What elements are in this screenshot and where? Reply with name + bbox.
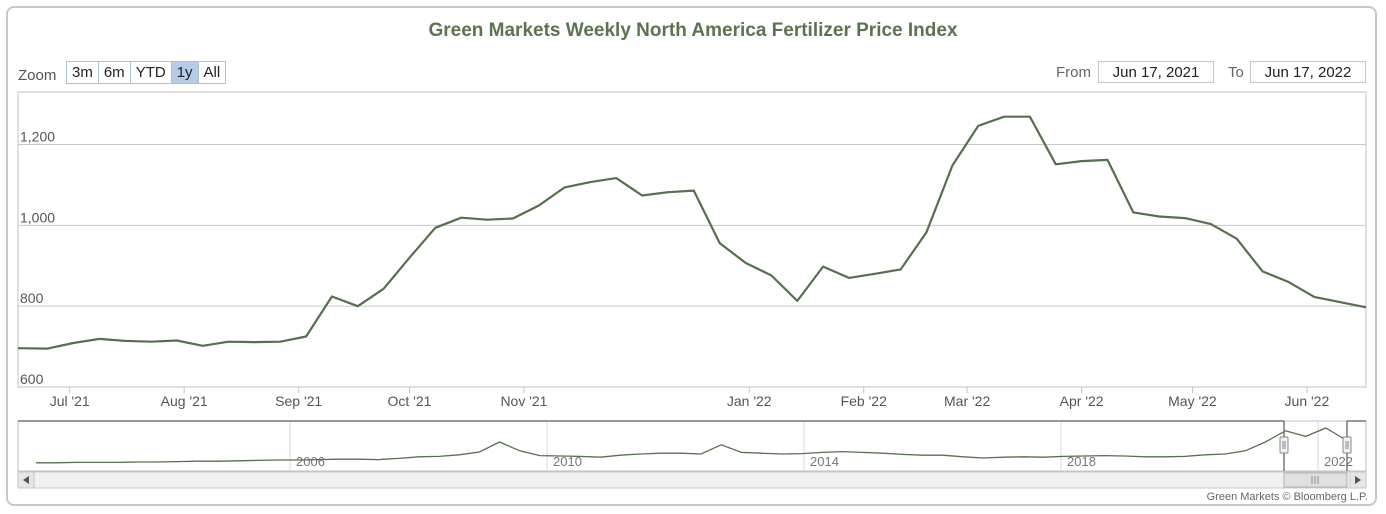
chart-title: Green Markets Weekly North America Ferti…: [428, 20, 958, 41]
x-tick-label: Aug '21: [161, 393, 208, 409]
zoom-label: Zoom: [18, 67, 57, 84]
x-tick-label: Jul '21: [50, 393, 90, 409]
scroll-left-arrow-icon: [23, 476, 29, 484]
plot-grid: [17, 91, 1367, 388]
zoom-6m-button[interactable]: 6m: [98, 61, 131, 84]
range-to-input[interactable]: Jun 17, 2022: [1250, 61, 1366, 83]
navigator-series: [36, 427, 1347, 464]
range-from-label: From: [1056, 64, 1091, 81]
price-line: [17, 115, 1367, 350]
credit-footer: Green Markets © Bloomberg L.P.: [1206, 491, 1368, 503]
scroll-right-arrow-icon: [1355, 476, 1361, 484]
x-tick-label: Apr '22: [1060, 393, 1104, 409]
x-tick-label: May '22: [1168, 393, 1217, 409]
navigator-right-handle[interactable]: [1342, 436, 1352, 454]
navigator-tick-label: 2018: [1067, 454, 1096, 469]
zoom-ytd-button[interactable]: YTD: [130, 61, 172, 84]
zoom-3m-button[interactable]: 3m: [66, 61, 99, 84]
navigator-outside-left: [19, 422, 1284, 471]
x-tick-label: Sep '21: [275, 393, 322, 409]
y-tick-label: 600: [20, 371, 44, 387]
y-tick-label: 800: [20, 290, 44, 306]
y-tick-label: 1,200: [20, 129, 55, 145]
y-axis: 600 800 1,000 1,200: [20, 129, 55, 387]
plot-border: [17, 91, 1367, 388]
navigator-left-handle[interactable]: [1279, 436, 1289, 454]
navigator-tick-label: 2010: [553, 454, 582, 469]
navigator-tick-label: 2022: [1324, 454, 1353, 469]
zoom-1y-button[interactable]: 1y: [171, 61, 199, 84]
navigator-tick-label: 2006: [296, 454, 325, 469]
x-axis: Jul '21 Aug '21 Sep '21 Oct '21 Nov '21 Jan '…: [50, 387, 1330, 409]
zoom-buttons: 3m 6m YTD 1y All: [66, 61, 227, 84]
zoom-all-button[interactable]: All: [198, 61, 227, 84]
x-tick-label: Mar '22: [944, 393, 990, 409]
range-to-label: To: [1228, 64, 1244, 81]
x-tick-label: Nov '21: [500, 393, 547, 409]
range-from-input[interactable]: Jun 17, 2021: [1098, 61, 1214, 83]
scrollbar-track[interactable]: [17, 471, 1367, 489]
price-series: [17, 115, 1367, 350]
x-tick-label: Oct '21: [388, 393, 432, 409]
x-tick-label: Feb '22: [841, 393, 887, 409]
x-tick-label: Jan '22: [727, 393, 772, 409]
navigator: 2006 2010 2014 2018 2022: [17, 420, 1367, 489]
x-tick-label: Jun '22: [1285, 393, 1330, 409]
navigator-tick-label: 2014: [810, 454, 839, 469]
y-tick-label: 1,000: [20, 209, 55, 225]
